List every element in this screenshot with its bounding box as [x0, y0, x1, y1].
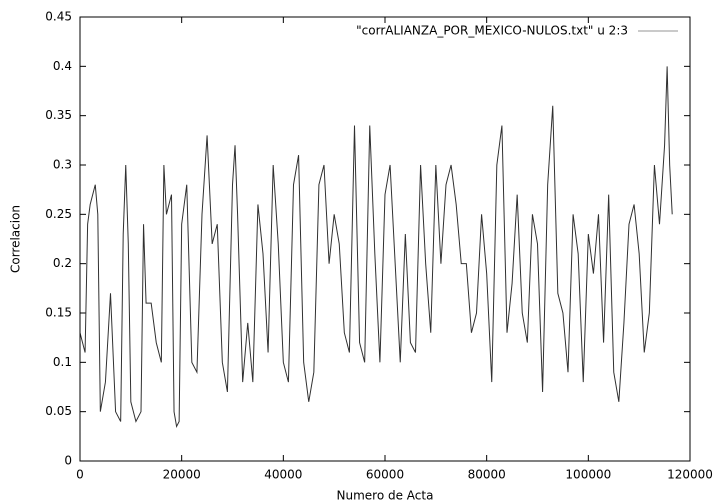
y-tick-label: 0.15 [45, 306, 72, 320]
y-tick-label: 0.4 [53, 59, 72, 73]
x-tick-label: 40000 [264, 468, 302, 482]
data-line [79, 66, 673, 429]
y-axis-label: Correlacion [9, 205, 23, 273]
y-tick-label: 0.45 [45, 10, 72, 24]
x-tick-label: 80000 [468, 468, 506, 482]
x-tick-label: 0 [76, 468, 84, 482]
y-tick-label: 0.25 [45, 207, 72, 221]
x-tick-label: 100000 [565, 468, 611, 482]
y-tick-label: 0.35 [45, 108, 72, 122]
plot-border [79, 16, 691, 462]
y-tick-label: 0.05 [45, 404, 72, 418]
x-tick-label: 60000 [366, 468, 404, 482]
y-tick-label: 0.1 [53, 355, 72, 369]
y-tick-label: 0.2 [53, 256, 72, 270]
x-tick-label: 120000 [667, 468, 713, 482]
y-tick-label: 0.3 [53, 158, 72, 172]
y-tick-label: 0 [64, 454, 72, 468]
x-tick-label: 20000 [163, 468, 201, 482]
legend-label: "corrALIANZA_POR_MEXICO-NULOS.txt" u 2:3 [356, 24, 628, 38]
x-axis-label: Numero de Acta [337, 489, 434, 503]
